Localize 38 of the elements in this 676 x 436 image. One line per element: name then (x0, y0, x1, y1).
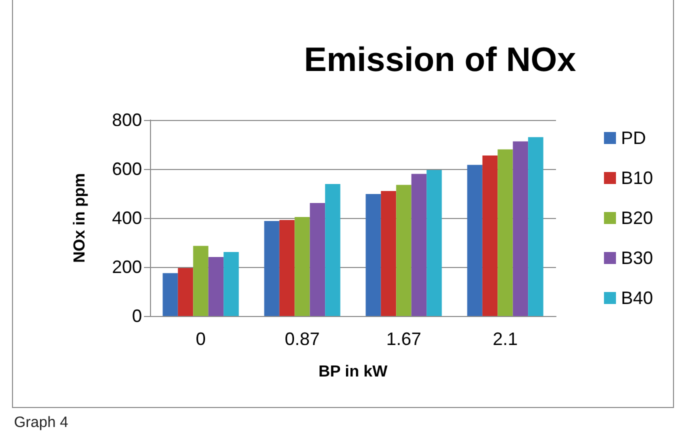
x-tick-label: 1.67 (386, 329, 422, 349)
bar (162, 273, 178, 316)
legend-label: B10 (620, 168, 654, 188)
bar (426, 170, 442, 316)
legend-label: B20 (620, 208, 654, 228)
y-tick-label: 200 (112, 257, 142, 277)
legend-label: PD (620, 128, 646, 148)
y-axis-title: NOx in ppm (72, 173, 88, 263)
bar (294, 217, 310, 316)
x-axis-title: BP in kW (318, 364, 388, 380)
bar (208, 256, 224, 316)
bar (512, 141, 528, 316)
bar (325, 184, 340, 316)
bar (193, 246, 208, 316)
bar (380, 191, 396, 316)
chart-title: Emission of NOx (304, 41, 576, 79)
x-tick-label: 0 (196, 329, 206, 349)
y-tick-label: 600 (112, 159, 142, 179)
legend-label: B30 (620, 248, 654, 268)
y-tick-label: 800 (112, 110, 142, 130)
bar (310, 203, 326, 316)
bar (467, 164, 482, 316)
bar (482, 156, 498, 316)
bar (279, 220, 295, 316)
legend-label: B40 (620, 288, 654, 308)
bar (224, 252, 239, 316)
bar (396, 184, 412, 316)
y-tick-label: 400 (112, 208, 142, 228)
caption: Graph 4 (14, 414, 68, 431)
y-tick-label: 0 (132, 306, 142, 326)
bar (498, 149, 513, 316)
bar (411, 174, 427, 316)
x-tick-label: 0.87 (284, 329, 320, 349)
x-tick-label: 2.1 (492, 329, 518, 349)
bar (366, 194, 381, 316)
bar (178, 268, 194, 316)
bar (528, 137, 544, 316)
bar (264, 220, 280, 316)
